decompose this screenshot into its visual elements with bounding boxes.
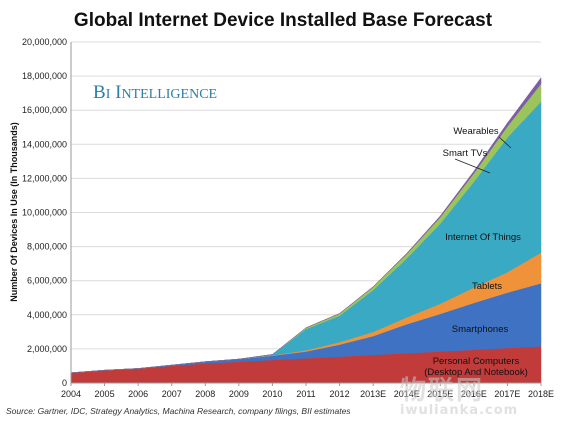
- series-label: Wearables: [453, 126, 498, 137]
- x-tick-label: 2004: [61, 389, 81, 399]
- brand-letter-large: B: [93, 82, 106, 103]
- x-tick-label: 2007: [162, 389, 182, 399]
- x-tick-label: 2009: [229, 389, 249, 399]
- chart-title: Global Internet Device Installed Base Fo…: [74, 10, 493, 31]
- label-layer: Wearables Smart TVs Internet Of Things Tabl…: [424, 126, 528, 378]
- y-tick-label: 12,000,000: [22, 173, 67, 183]
- series-label: Smartphones: [452, 324, 509, 335]
- series-label: Internet Of Things: [445, 232, 521, 243]
- y-tick-label: 16,000,000: [22, 105, 67, 115]
- x-tick-label: 2006: [128, 389, 148, 399]
- x-tick-label: 2014E: [394, 389, 420, 399]
- brand-watermark: BI INTELLIGENCE: [93, 82, 217, 103]
- y-tick-label: 6,000,000: [27, 276, 67, 286]
- x-tick-label: 2012: [330, 389, 350, 399]
- grid-layer: [71, 41, 541, 350]
- smart-tvs-leader-line: [454, 158, 491, 174]
- y-tick-label: 8,000,000: [27, 242, 67, 252]
- x-tick-label: 2011: [296, 389, 315, 399]
- x-tick-label: 2013E: [360, 389, 386, 399]
- series-label-personal-computers: Personal Computers: [433, 356, 520, 367]
- y-tick-label: 4,000,000: [27, 310, 67, 320]
- axis-layer: 0 2,000,000 4,000,000 6,000,000 8,000,000 10,…: [22, 37, 554, 399]
- x-tick-label: 2016E: [461, 389, 487, 399]
- x-tick-label: 2005: [95, 389, 115, 399]
- x-tick-label: 2010: [262, 389, 282, 399]
- x-tick-label: 2018E: [528, 389, 554, 399]
- y-axis-label: Number Of Devices In Use (In Thousands): [9, 122, 19, 302]
- brand-letters-small: NTELLIGENCE: [121, 87, 217, 102]
- y-tick-label: 18,000,000: [22, 71, 67, 81]
- y-tick-label: 14,000,000: [22, 139, 67, 149]
- area-wearables: [70, 77, 542, 374]
- y-tick-label: 20,000,000: [22, 37, 67, 47]
- y-tick-label: 10,000,000: [22, 208, 67, 218]
- area-layer: [70, 77, 542, 384]
- x-tick-label: 2008: [195, 389, 215, 399]
- wearables-leader-line: [498, 136, 512, 149]
- y-tick-label: 2,000,000: [27, 344, 67, 354]
- brand-letters-small: I: [106, 87, 111, 102]
- y-tick-label: 0: [62, 378, 67, 388]
- series-label: Smart TVs: [443, 148, 488, 159]
- brand-letter-large: I: [110, 82, 121, 103]
- source-note: Source: Gartner, IDC, Strategy Analytics…: [6, 406, 351, 416]
- series-label-personal-computers: (Desktop And Notebook): [424, 367, 528, 378]
- x-tick-label: 2017E: [494, 389, 520, 399]
- x-tick-label: 2015E: [427, 389, 453, 399]
- series-label: Tablets: [472, 281, 502, 292]
